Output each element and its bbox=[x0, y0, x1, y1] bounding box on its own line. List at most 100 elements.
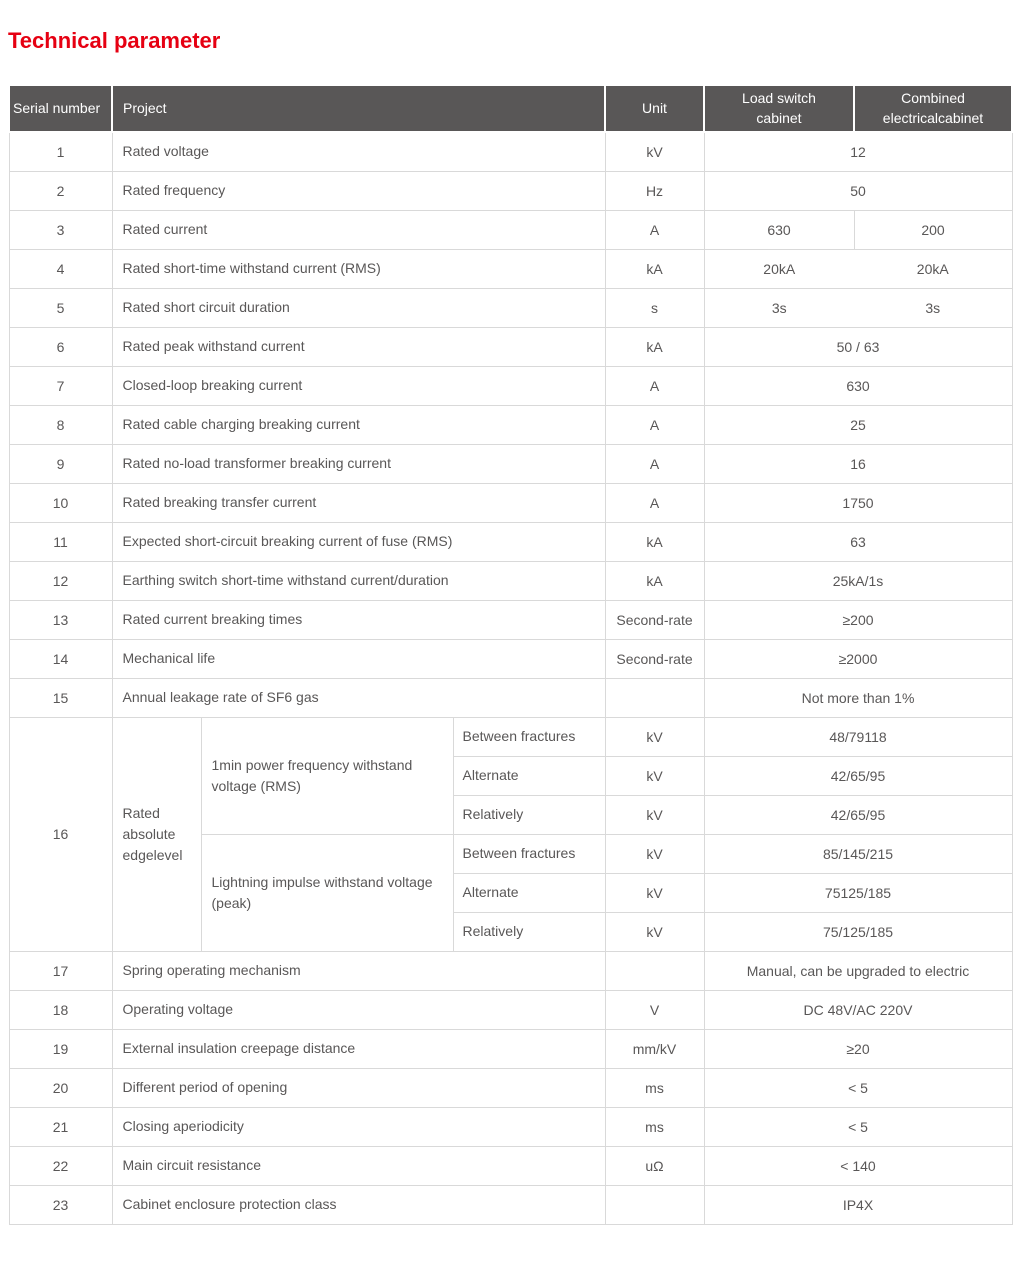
value-cell: Manual, can be upgraded to electric bbox=[703, 950, 1013, 991]
project-cell: Rated peak withstand current bbox=[111, 326, 606, 367]
table-body: 1 Rated voltage kV 12 2 Rated frequency Hz 50 3 R… bbox=[8, 131, 1013, 1225]
project-cell: Different period of opening bbox=[111, 1067, 606, 1108]
table-row: 6 Rated peak withstand current kA 50 / 63 bbox=[8, 326, 1013, 367]
table-row: 13 Rated current breaking times Second-rat… bbox=[8, 599, 1013, 640]
value-cell: 1750 bbox=[703, 482, 1013, 523]
value-cell-load-switch: 20kA bbox=[703, 248, 854, 289]
unit-cell: kV bbox=[604, 794, 705, 835]
unit-cell: kA bbox=[604, 560, 705, 601]
project-cell: Closing aperiodicity bbox=[111, 1106, 606, 1147]
project-cell: Rated frequency bbox=[111, 170, 606, 211]
serial-cell: 5 bbox=[8, 287, 113, 328]
table-row: 22 Main circuit resistance uΩ < 140 bbox=[8, 1145, 1013, 1186]
project-cell: Spring operating mechanism bbox=[111, 950, 606, 991]
header-serial-number: Serial number bbox=[8, 84, 113, 133]
value-cell-combined: 3s bbox=[853, 287, 1013, 328]
serial-cell: 7 bbox=[8, 365, 113, 406]
serial-cell: 23 bbox=[8, 1184, 113, 1225]
serial-cell: 1 bbox=[8, 131, 113, 172]
value-cell: Not more than 1% bbox=[703, 677, 1013, 718]
unit-cell: kV bbox=[604, 755, 705, 796]
unit-cell bbox=[604, 950, 705, 991]
serial-cell: 3 bbox=[8, 209, 113, 250]
value-cell-load-switch: 630 bbox=[703, 209, 855, 250]
serial-cell: 10 bbox=[8, 482, 113, 523]
unit-cell: kV bbox=[604, 833, 705, 874]
group-desc-cell: 1min power frequency withstand voltage (… bbox=[200, 716, 454, 835]
table-row: 8 Rated cable charging breaking current A 2… bbox=[8, 404, 1013, 445]
value-cell: 25 bbox=[703, 404, 1013, 445]
unit-cell: Second-rate bbox=[604, 638, 705, 679]
technical-parameter-table: Serial number Project Unit Load switch c… bbox=[8, 84, 1013, 1225]
project-cell: Rated no-load transformer breaking curre… bbox=[111, 443, 606, 484]
unit-cell: kV bbox=[604, 911, 705, 952]
serial-cell: 6 bbox=[8, 326, 113, 367]
unit-cell: ms bbox=[604, 1067, 705, 1108]
table-row: 9 Rated no-load transformer breaking curr… bbox=[8, 443, 1013, 484]
unit-cell: Hz bbox=[604, 170, 705, 211]
table-row: 15 Annual leakage rate of SF6 gas Not more… bbox=[8, 677, 1013, 718]
serial-cell: 9 bbox=[8, 443, 113, 484]
unit-cell: kV bbox=[604, 131, 705, 172]
project-cell: Rated short-time withstand current (RMS) bbox=[111, 248, 606, 289]
project-cell: Rated short circuit duration bbox=[111, 287, 606, 328]
unit-cell: uΩ bbox=[604, 1145, 705, 1186]
value-cell: 12 bbox=[703, 131, 1013, 172]
value-cell: 16 bbox=[703, 443, 1013, 484]
value-cell-combined: 20kA bbox=[853, 248, 1013, 289]
project-cell: Main circuit resistance bbox=[111, 1145, 606, 1186]
table-row: 16 Rated absolute edgelevel 1min power fre… bbox=[8, 716, 1013, 952]
value-cell: ≥2000 bbox=[703, 638, 1013, 679]
value-cell: ≥200 bbox=[703, 599, 1013, 640]
project-cell: External insulation creepage distance bbox=[111, 1028, 606, 1069]
value-cell: 85/145/215 bbox=[703, 833, 1013, 874]
serial-cell: 12 bbox=[8, 560, 113, 601]
value-cell: 42/65/95 bbox=[703, 755, 1013, 796]
value-cell: 75125/185 bbox=[703, 872, 1013, 913]
header-project: Project bbox=[111, 84, 606, 133]
table-header-row: Serial number Project Unit Load switch c… bbox=[8, 84, 1013, 133]
table-row: 4 Rated short-time withstand current (RMS… bbox=[8, 248, 1013, 289]
table-row: 1 Rated voltage kV 12 bbox=[8, 131, 1013, 172]
table-row: 17 Spring operating mechanism Manual, can … bbox=[8, 950, 1013, 991]
project-cell: Cabinet enclosure protection class bbox=[111, 1184, 606, 1225]
table-row: Relatively kV 75/125/185 bbox=[9, 911, 1013, 952]
project-cell: Rated current bbox=[111, 209, 606, 250]
header-combined-electrical-cabinet: Combined electricalcabinet bbox=[853, 84, 1013, 133]
unit-cell: ms bbox=[604, 1106, 705, 1147]
serial-cell: 4 bbox=[8, 248, 113, 289]
unit-cell: mm/kV bbox=[604, 1028, 705, 1069]
group-label-cell: Rated absolute edgelevel bbox=[111, 716, 202, 952]
unit-cell: kA bbox=[604, 248, 705, 289]
project-cell: Rated current breaking times bbox=[111, 599, 606, 640]
table-row: Relatively kV 42/65/95 bbox=[9, 794, 1013, 835]
serial-cell: 21 bbox=[8, 1106, 113, 1147]
table-row: 5 Rated short circuit duration s 3s 3s bbox=[8, 287, 1013, 328]
table-row: 10 Rated breaking transfer current A 1750 bbox=[8, 482, 1013, 523]
serial-cell: 13 bbox=[8, 599, 113, 640]
value-cell: 48/79118 bbox=[703, 716, 1013, 757]
project-cell: Closed-loop breaking current bbox=[111, 365, 606, 406]
table-row: 21 Closing aperiodicity ms < 5 bbox=[8, 1106, 1013, 1147]
serial-cell: 17 bbox=[8, 950, 113, 991]
table-row: 3 Rated current A 630 200 bbox=[8, 209, 1013, 250]
unit-cell: kA bbox=[604, 326, 705, 367]
table-row: 23 Cabinet enclosure protection class IP4X bbox=[8, 1184, 1013, 1225]
sub-label-cell: Alternate bbox=[452, 755, 606, 796]
serial-cell: 22 bbox=[8, 1145, 113, 1186]
value-cell: ≥20 bbox=[703, 1028, 1013, 1069]
unit-cell bbox=[604, 1184, 705, 1225]
value-cell: < 5 bbox=[703, 1106, 1013, 1147]
sub-label-cell: Relatively bbox=[452, 794, 606, 835]
value-cell: 50 / 63 bbox=[703, 326, 1013, 367]
value-cell-load-switch: 3s bbox=[703, 287, 854, 328]
serial-cell: 14 bbox=[8, 638, 113, 679]
value-cell-combined: 200 bbox=[853, 209, 1013, 250]
value-cell: IP4X bbox=[703, 1184, 1013, 1225]
project-cell: Rated voltage bbox=[111, 131, 606, 172]
table-row: 19 External insulation creepage distance m… bbox=[8, 1028, 1013, 1069]
header-load-switch-cabinet: Load switch cabinet bbox=[703, 84, 855, 133]
sub-label-cell: Relatively bbox=[452, 911, 606, 952]
serial-cell: 19 bbox=[8, 1028, 113, 1069]
unit-cell: s bbox=[604, 287, 705, 328]
